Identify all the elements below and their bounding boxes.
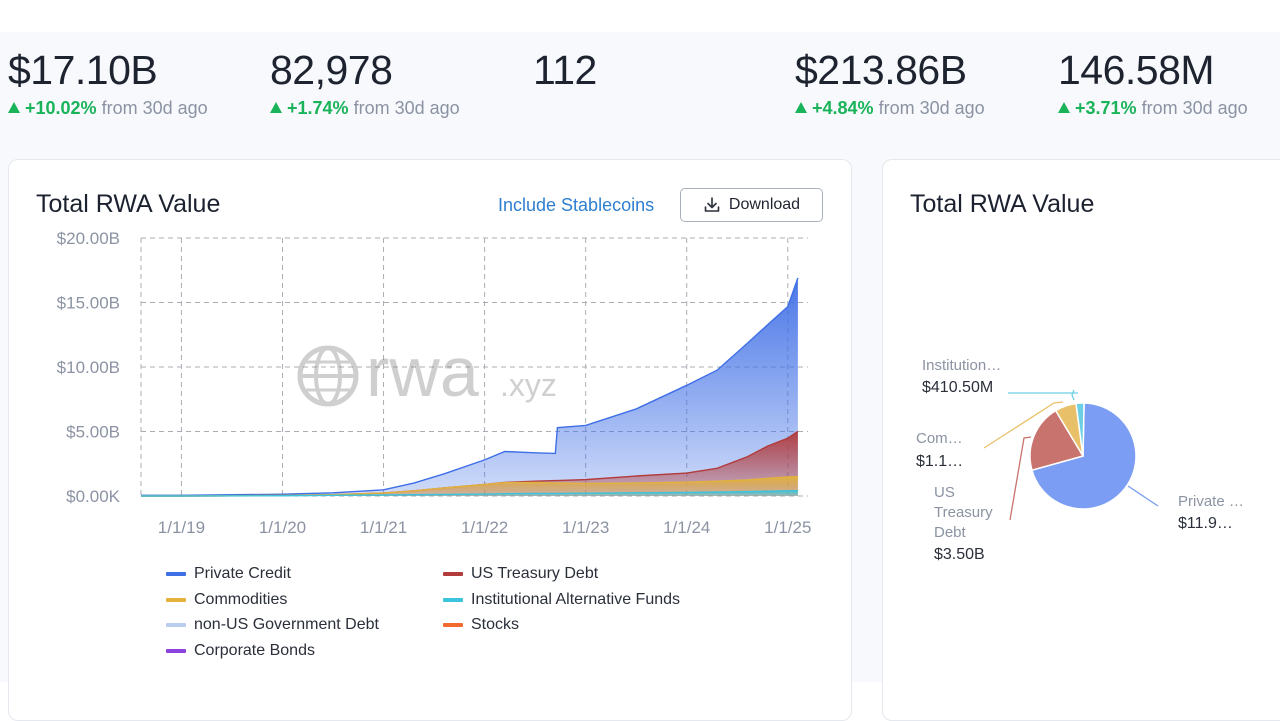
pie-label-name: Private … bbox=[1178, 493, 1244, 510]
stat-value: 82,978 bbox=[270, 47, 393, 93]
x-tick-label: 1/1/20 bbox=[259, 518, 306, 537]
leader-line-institutional bbox=[1071, 389, 1075, 401]
stat-value: $17.10B bbox=[8, 47, 158, 93]
legend-item-institutional-alternative-funds[interactable]: Institutional Alternative Funds bbox=[443, 591, 680, 609]
pie-label-name-line: Treasury bbox=[934, 504, 993, 521]
watermark-text: rwa bbox=[366, 333, 479, 411]
pie-slice-private-credit bbox=[1031, 402, 1137, 510]
y-tick-label: $0.00K bbox=[66, 487, 121, 506]
legend-item-private-credit[interactable]: Private Credit bbox=[166, 565, 291, 583]
pie-leaders bbox=[983, 389, 1159, 521]
legend-swatch bbox=[443, 598, 463, 602]
area-series-us-treasury-debt bbox=[141, 431, 798, 496]
stat-total-rwa: $17.10B +10.02% from 30d ago bbox=[8, 46, 208, 119]
stat-holders: 82,978 +1.74% from 30d ago bbox=[270, 46, 460, 119]
leader-line-commodities bbox=[983, 401, 1064, 449]
include-stablecoins-link[interactable]: Include Stablecoins bbox=[498, 195, 655, 215]
legend-swatch bbox=[443, 623, 463, 627]
pie-label-value: $11.9… bbox=[1178, 515, 1233, 532]
pie-label-value: $1.1… bbox=[916, 453, 963, 470]
x-tick-label: 1/1/22 bbox=[461, 518, 508, 537]
download-button[interactable]: Download bbox=[680, 188, 823, 222]
pie-label-name: Com… bbox=[916, 430, 963, 447]
area-series-line bbox=[141, 277, 799, 497]
legend-swatch bbox=[166, 598, 186, 602]
up-triangle-icon bbox=[795, 102, 807, 113]
pie-chart: Institution… $410.50M Com… $1.1… US Trea… bbox=[916, 357, 1244, 563]
stat-delta: +4.84% from 30d ago bbox=[795, 98, 985, 119]
legend-swatch bbox=[166, 572, 186, 576]
area-series-line bbox=[141, 490, 798, 497]
legend-swatch bbox=[166, 649, 186, 653]
area-chart-title: Total RWA Value bbox=[36, 190, 221, 218]
stat-issuers: 112 bbox=[533, 46, 597, 94]
area-series-private-credit bbox=[141, 277, 798, 496]
stat-stablecoin-value: $213.86B +4.84% from 30d ago bbox=[795, 46, 985, 119]
y-tick-label: $10.00B bbox=[57, 358, 120, 377]
x-tick-label: 1/1/24 bbox=[663, 518, 710, 537]
area-chart-axes: $0.00K $5.00B $10.00B $15.00B $20.00B 1/1/19 1… bbox=[57, 229, 812, 537]
pie-slice-institutional-alternative-funds bbox=[1075, 402, 1085, 457]
stat-value: $213.86B bbox=[795, 47, 967, 93]
globe-icon bbox=[297, 345, 359, 407]
x-tick-label: 1/1/19 bbox=[158, 518, 205, 537]
legend-item-corporate-bonds[interactable]: Corporate Bonds bbox=[166, 642, 315, 660]
x-tick-label: 1/1/21 bbox=[360, 518, 407, 537]
watermark-suffix: .xyz bbox=[500, 367, 557, 403]
stat-delta: +1.74% from 30d ago bbox=[270, 98, 460, 119]
legend-swatch bbox=[443, 572, 463, 576]
leader-line-private-credit bbox=[1127, 485, 1159, 507]
pie-chart-title: Total RWA Value bbox=[910, 190, 1095, 218]
legend-item-stocks[interactable]: Stocks bbox=[443, 616, 519, 634]
pie-label-value: $3.50B bbox=[934, 546, 985, 563]
pie-label-value: $410.50M bbox=[922, 379, 993, 396]
legend-item-commodities[interactable]: Commodities bbox=[166, 591, 287, 609]
y-tick-label: $5.00B bbox=[66, 423, 120, 442]
legend-swatch bbox=[166, 623, 186, 627]
rwa-watermark: rwa .xyz bbox=[297, 333, 557, 411]
pie-slice-us-treasury-debt bbox=[1029, 409, 1085, 472]
stat-value: 146.58M bbox=[1058, 47, 1215, 93]
pie-label-name-line: US bbox=[934, 484, 955, 501]
download-label: Download bbox=[728, 196, 801, 213]
x-tick-label: 1/1/25 bbox=[764, 518, 811, 537]
pie-label-name: Institution… bbox=[922, 357, 1001, 374]
pie-slices bbox=[1029, 402, 1137, 510]
legend-item-us-treasury-debt[interactable]: US Treasury Debt bbox=[443, 565, 598, 583]
area-chart-marks bbox=[141, 277, 799, 497]
stat-delta: +3.71% from 30d ago bbox=[1058, 98, 1248, 119]
stat-value: 112 bbox=[533, 47, 597, 93]
pie-label-name-line: Debt bbox=[934, 524, 967, 541]
stat-delta: +10.02% from 30d ago bbox=[8, 98, 208, 119]
area-series-line bbox=[141, 475, 798, 497]
x-tick-label: 1/1/23 bbox=[562, 518, 609, 537]
globe-meridian bbox=[314, 346, 342, 406]
area-series-institutional-alternative-funds bbox=[141, 490, 798, 496]
up-triangle-icon bbox=[8, 102, 20, 113]
y-tick-label: $15.00B bbox=[57, 294, 120, 313]
legend-item-non-us-government-debt[interactable]: non-US Government Debt bbox=[166, 616, 379, 634]
up-triangle-icon bbox=[1058, 102, 1070, 113]
leader-line-us-treasury bbox=[1009, 436, 1032, 521]
y-tick-label: $20.00B bbox=[57, 229, 120, 248]
area-chart: $0.00K $5.00B $10.00B $15.00B $20.00B 1/1/19 1… bbox=[57, 229, 812, 537]
download-icon bbox=[704, 197, 720, 212]
stat-stablecoin-holders: 146.58M +3.71% from 30d ago bbox=[1058, 46, 1248, 119]
up-triangle-icon bbox=[270, 102, 282, 113]
